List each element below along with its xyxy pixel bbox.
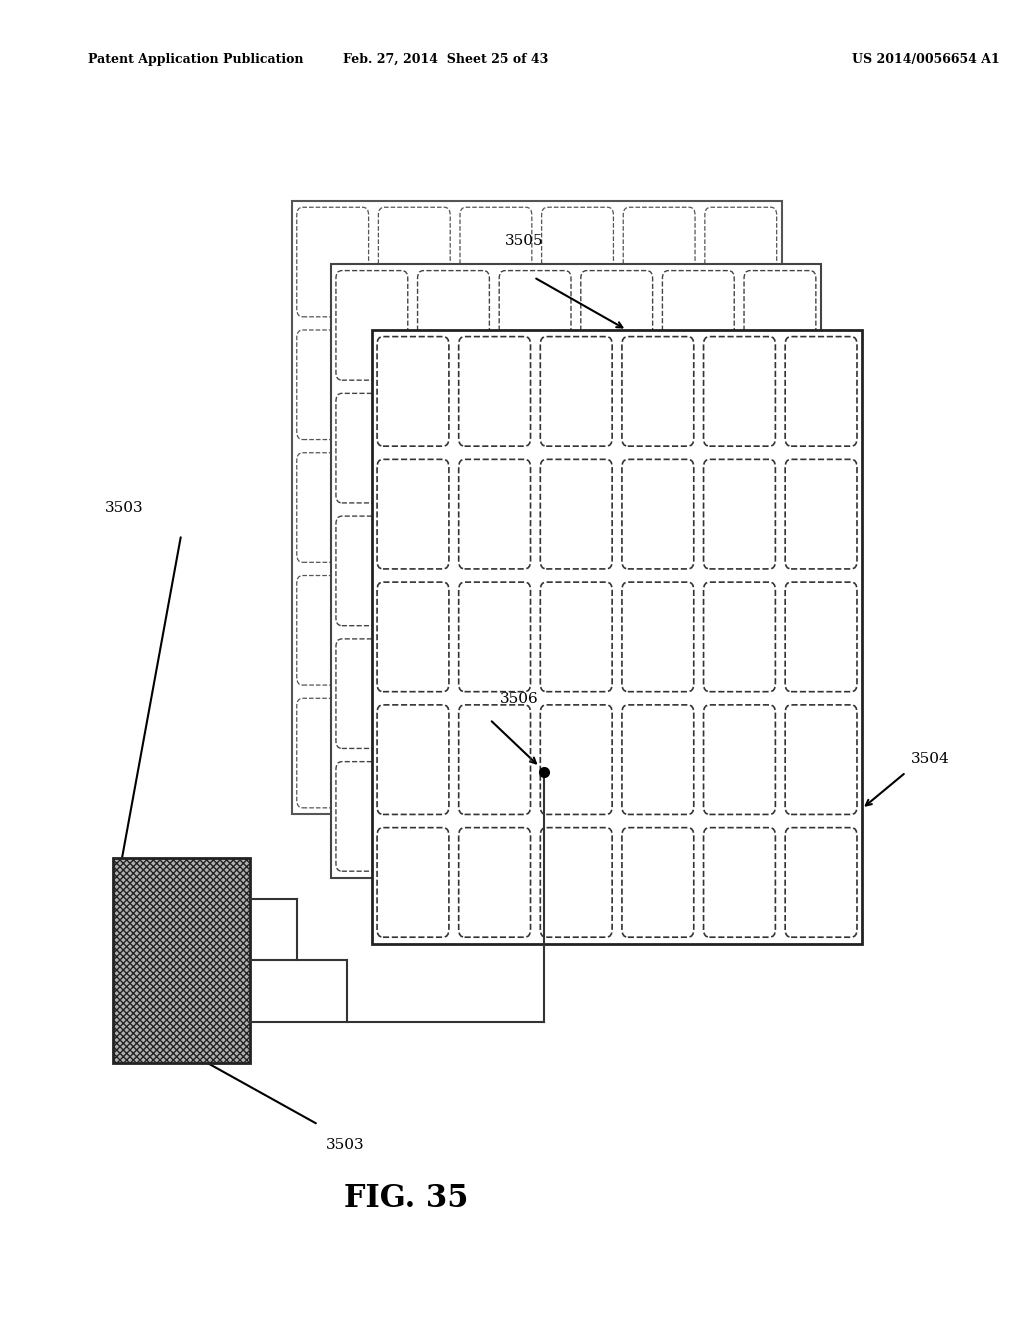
Text: Patent Application Publication: Patent Application Publication [88,53,304,66]
Bar [113,858,250,1063]
Text: 3503: 3503 [327,1138,365,1152]
Text: Feb. 27, 2014  Sheet 25 of 43: Feb. 27, 2014 Sheet 25 of 43 [343,53,548,66]
FancyBboxPatch shape [292,201,781,814]
FancyBboxPatch shape [372,330,862,944]
Text: 3504: 3504 [911,752,949,766]
Text: 3506: 3506 [500,692,539,706]
Text: 3505: 3505 [505,234,544,248]
Text: US 2014/0056654 A1: US 2014/0056654 A1 [852,53,999,66]
Text: 3503: 3503 [104,500,143,515]
FancyBboxPatch shape [331,264,821,878]
Text: FIG. 35: FIG. 35 [344,1183,469,1214]
